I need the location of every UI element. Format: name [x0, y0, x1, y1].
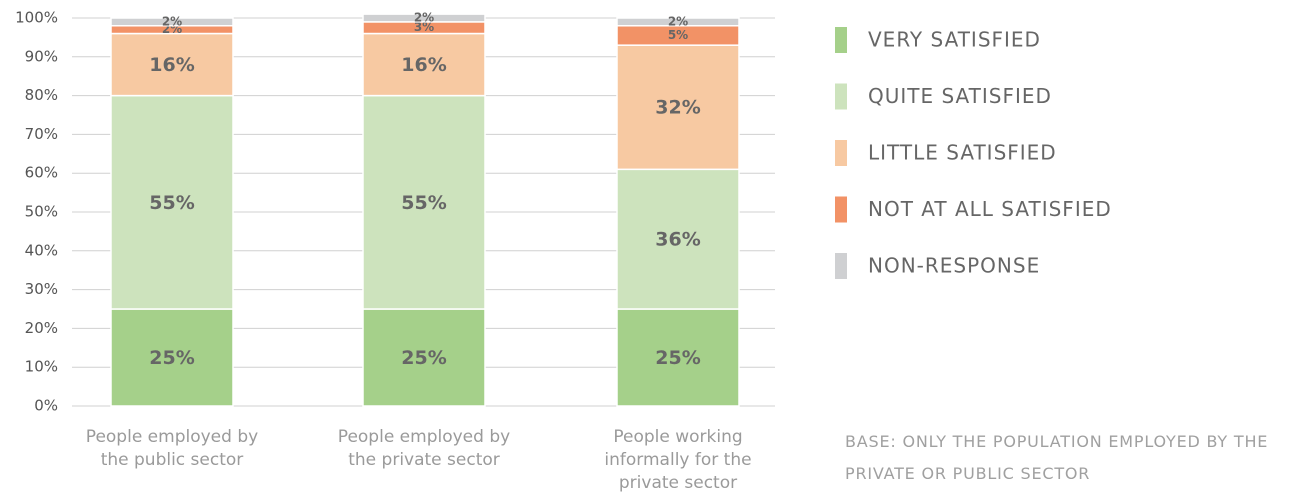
legend-swatch — [835, 140, 847, 166]
base-note: BASE: ONLY THE POPULATION EMPLOYED BY TH… — [845, 432, 1269, 483]
data-label: 16% — [401, 54, 446, 76]
x-tick-label: People working informally for the privat… — [604, 427, 752, 493]
data-label: 2% — [668, 14, 688, 28]
legend-label: LITTLE SATISFIED — [868, 141, 1057, 165]
data-label: 36% — [655, 229, 700, 251]
legend-swatch — [835, 253, 847, 279]
y-tick-label: 60% — [25, 164, 58, 182]
y-tick-label: 50% — [25, 203, 58, 221]
legend-swatch — [835, 27, 847, 53]
data-label: 25% — [401, 347, 446, 369]
legend-label: NOT AT ALL SATISFIED — [868, 197, 1112, 221]
data-label: 55% — [401, 192, 446, 214]
bar-segment — [362, 32, 486, 97]
data-label: 3% — [414, 20, 434, 34]
bar-segment — [110, 94, 234, 310]
bar-segment — [110, 308, 234, 407]
y-tick-label: 10% — [25, 358, 58, 376]
data-label: 25% — [655, 347, 700, 369]
legend-label: NON-RESPONSE — [868, 254, 1040, 278]
y-tick-label: 90% — [25, 47, 58, 65]
y-tick-label: 100% — [15, 9, 58, 27]
bar-segment — [616, 168, 740, 310]
data-label: 25% — [149, 347, 194, 369]
y-tick-label: 0% — [34, 397, 58, 415]
legend-label: VERY SATISFIED — [868, 28, 1041, 52]
data-label: 55% — [149, 192, 194, 214]
bar-segment — [110, 17, 234, 27]
y-tick-label: 30% — [25, 280, 58, 298]
bar-segment — [616, 17, 740, 27]
data-label: 2% — [162, 14, 182, 28]
legend-label: QUITE SATISFIED — [868, 84, 1052, 108]
bar-segment — [616, 308, 740, 407]
y-tick-label: 40% — [25, 241, 58, 259]
bar-segment — [616, 44, 740, 171]
data-label: 2% — [414, 11, 434, 25]
y-tick-label: 20% — [25, 319, 58, 337]
data-label: 16% — [149, 54, 194, 76]
y-tick-label: 70% — [25, 125, 58, 143]
y-tick-label: 80% — [25, 86, 58, 104]
data-label: 5% — [668, 28, 688, 42]
data-label: 32% — [655, 97, 700, 119]
x-tick-label: People employed by the private sector — [337, 427, 511, 470]
legend-swatch — [835, 83, 847, 110]
bar-segment — [362, 308, 486, 407]
x-tick-label: People employed by the public sector — [85, 427, 259, 470]
bar-segment — [362, 94, 486, 310]
legend-swatch — [835, 196, 847, 223]
bar-segment — [362, 13, 486, 23]
